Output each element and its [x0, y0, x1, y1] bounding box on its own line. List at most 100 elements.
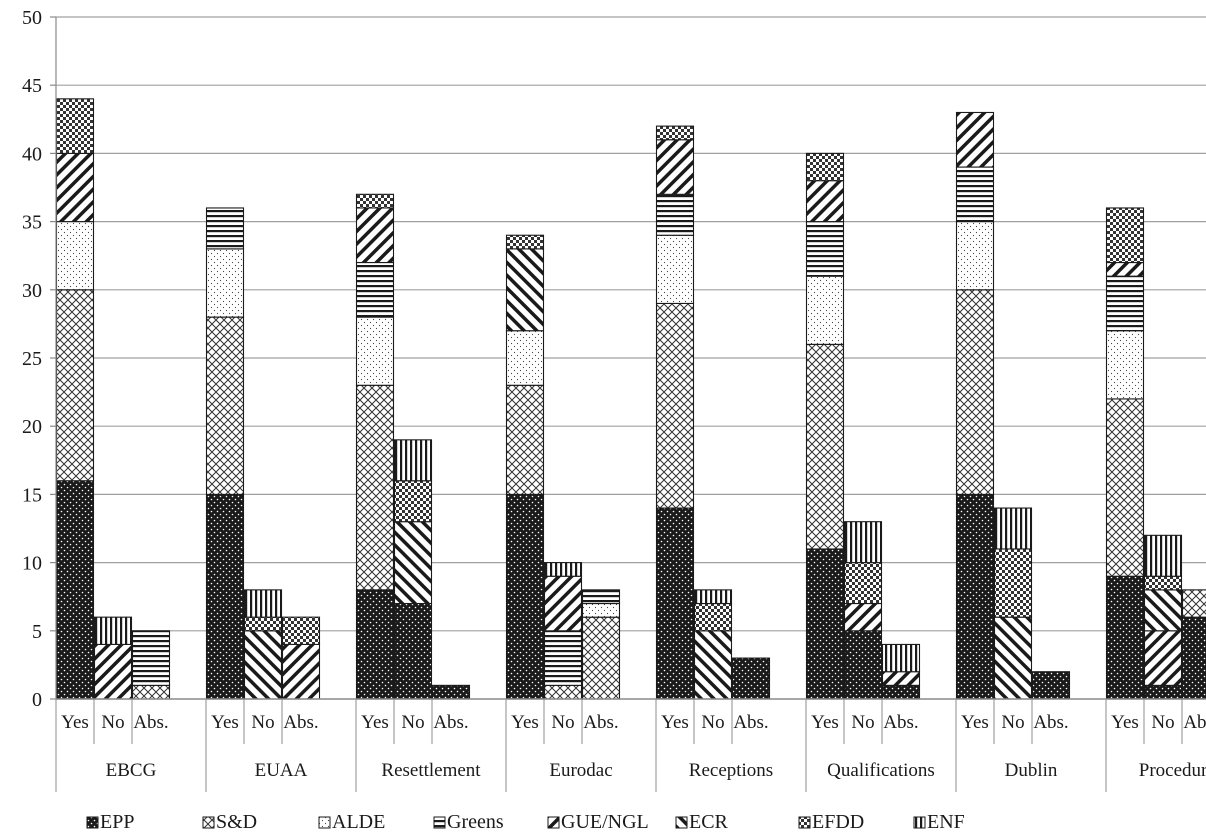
- x-tick-label: No: [251, 712, 274, 733]
- bar-segment: [1031, 671, 1071, 700]
- x-tick-label: Abs.: [583, 712, 618, 733]
- bar-segment: [805, 343, 845, 550]
- bar-segment: [393, 439, 433, 482]
- bar-segment: [505, 493, 545, 700]
- bar-segment: [1143, 589, 1183, 632]
- legend-swatch: [547, 816, 560, 829]
- x-tick-label: No: [101, 712, 124, 733]
- bar-segment: [393, 602, 433, 700]
- legend-label: ALDE: [332, 811, 385, 833]
- group-label: Qualifications: [827, 760, 935, 781]
- legend-label: S&D: [216, 811, 257, 833]
- group-label: EUAA: [255, 760, 308, 781]
- bar-segment: [993, 507, 1033, 550]
- legend-swatch: [202, 816, 215, 829]
- y-tick-label: 0: [32, 689, 42, 711]
- bar-segment: [1105, 330, 1145, 400]
- x-tick-label: Abs.: [733, 712, 768, 733]
- bar-segment: [1105, 275, 1145, 332]
- bar-segment: [1105, 207, 1145, 264]
- bar-segment: [131, 630, 171, 686]
- bar-segment: [93, 616, 133, 645]
- bar-segment: [1143, 575, 1183, 591]
- bar-segment: [581, 616, 621, 700]
- x-tick-label: Yes: [511, 712, 539, 733]
- x-tick-label: No: [551, 712, 574, 733]
- bar-segment: [243, 630, 283, 700]
- bar-segment: [55, 221, 95, 291]
- bar-segment: [1181, 616, 1206, 700]
- bar-segment: [205, 207, 245, 250]
- legend-label: EPP: [100, 811, 134, 833]
- bar-segment: [355, 316, 395, 386]
- bar-segment: [55, 289, 95, 482]
- bar-segment: [581, 589, 621, 605]
- y-tick-label: 10: [22, 553, 42, 575]
- x-tick-label: Yes: [61, 712, 89, 733]
- bar-segment: [881, 684, 921, 700]
- group-label: EBCG: [106, 760, 157, 781]
- bar-segment: [805, 221, 845, 277]
- bar-segment: [993, 548, 1033, 618]
- bar-segment: [543, 684, 583, 700]
- bar-segment: [581, 602, 621, 618]
- bar-segment: [843, 630, 883, 700]
- bar-segment: [693, 602, 733, 632]
- bar-segment: [993, 616, 1033, 700]
- y-tick-label: 20: [22, 416, 42, 438]
- bar-segment: [281, 643, 321, 700]
- bar-segment: [355, 207, 395, 264]
- bar-segment: [243, 589, 283, 618]
- bar-segment: [955, 111, 995, 168]
- x-tick-label: Yes: [661, 712, 689, 733]
- legend-label: ENF: [927, 811, 965, 833]
- bar-segment: [655, 193, 695, 236]
- bar-segment: [693, 630, 733, 700]
- bar-segment: [505, 330, 545, 386]
- bar-segment: [281, 616, 321, 645]
- bar-segment: [881, 671, 921, 686]
- y-tick-label: 40: [22, 143, 42, 165]
- x-tick-label: Yes: [961, 712, 989, 733]
- legend-swatch: [798, 816, 811, 829]
- bar-segment: [543, 562, 583, 577]
- bar-segment: [355, 589, 395, 700]
- bar-segment: [393, 480, 433, 523]
- bar-segment: [731, 657, 771, 700]
- bar-segment: [55, 480, 95, 700]
- bar-segment: [843, 562, 883, 605]
- x-tick-label: No: [1151, 712, 1174, 733]
- bar-segment: [655, 139, 695, 195]
- x-tick-label: Abs.: [133, 712, 168, 733]
- x-tick-label: Yes: [361, 712, 389, 733]
- bar-segment: [1181, 589, 1206, 618]
- y-tick-label: 15: [22, 484, 42, 506]
- x-tick-label: Abs.: [883, 712, 918, 733]
- x-tick-label: No: [401, 712, 424, 733]
- bar-segment: [205, 316, 245, 495]
- bar-segment: [1143, 534, 1183, 577]
- bar-segment: [505, 248, 545, 332]
- x-tick-label: No: [701, 712, 724, 733]
- x-tick-label: Abs.: [433, 712, 468, 733]
- x-tick-label: Yes: [211, 712, 239, 733]
- bar-segment: [355, 261, 395, 318]
- bar-segment: [655, 302, 695, 509]
- bar-segment: [205, 248, 245, 318]
- group-label: Receptions: [689, 760, 773, 781]
- bar-segment: [243, 616, 283, 632]
- group-label: Resettlement: [381, 760, 481, 781]
- x-tick-label: Yes: [1111, 712, 1139, 733]
- legend-label: ECR: [689, 811, 729, 833]
- bar-segment: [505, 234, 545, 250]
- bar-segment: [205, 493, 245, 700]
- y-tick-label: 25: [22, 348, 42, 370]
- bar-segment: [355, 384, 395, 591]
- bar-segment: [55, 98, 95, 154]
- bar-segment: [505, 384, 545, 495]
- x-tick-label: No: [851, 712, 874, 733]
- legend-swatch: [675, 816, 688, 829]
- bar-segment: [655, 234, 695, 304]
- legend-swatch: [913, 816, 926, 829]
